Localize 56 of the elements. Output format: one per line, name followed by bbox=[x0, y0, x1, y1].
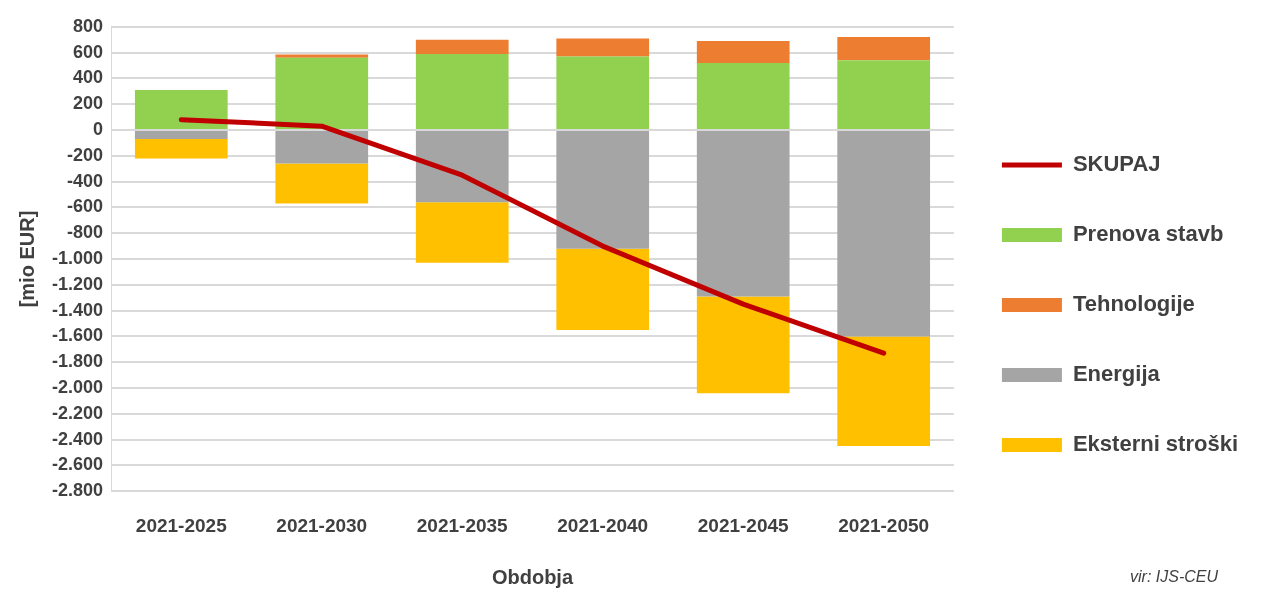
bar bbox=[415, 39, 509, 54]
bar bbox=[556, 248, 650, 330]
y-tick-label: 200 bbox=[72, 93, 104, 114]
x-tick-label: 2021-2045 bbox=[697, 514, 790, 536]
y-tick-label: -2.600 bbox=[51, 454, 104, 475]
y-tick-label: -800 bbox=[67, 222, 104, 243]
legend-label: Tehnologije bbox=[1072, 291, 1195, 317]
bar bbox=[275, 131, 369, 164]
y-tick-label: -1.000 bbox=[51, 247, 104, 268]
bar bbox=[696, 40, 790, 63]
y-tick-label: 600 bbox=[72, 41, 104, 62]
x-axis-title: Obdobja bbox=[491, 565, 574, 588]
bar bbox=[415, 53, 509, 129]
legend-label: Eksterni stroški bbox=[1072, 431, 1238, 457]
x-tick-label: 2021-2035 bbox=[416, 514, 509, 536]
bar bbox=[837, 37, 931, 61]
y-tick-label: -2.200 bbox=[51, 402, 104, 423]
x-tick-label: 2021-2025 bbox=[135, 514, 228, 536]
legend-label: Energija bbox=[1072, 361, 1161, 387]
y-tick-label: -2.800 bbox=[51, 480, 104, 501]
bar bbox=[134, 139, 228, 159]
text: vir: IJS-CEU bbox=[1130, 568, 1219, 585]
bar bbox=[134, 131, 228, 140]
y-tick-label: -1.600 bbox=[51, 325, 104, 346]
y-tick-label: -2.000 bbox=[51, 376, 104, 397]
x-tick-label: 2021-2040 bbox=[557, 514, 649, 536]
y-tick-label: -1.200 bbox=[51, 273, 104, 294]
y-tick-label: -1.800 bbox=[51, 351, 104, 372]
bar bbox=[415, 202, 509, 263]
y-tick-label: -400 bbox=[67, 170, 104, 191]
bar bbox=[134, 90, 228, 129]
bar bbox=[556, 131, 650, 249]
legend-label: Prenova stavb bbox=[1072, 221, 1224, 247]
bar bbox=[556, 56, 650, 129]
y-tick-label: -600 bbox=[67, 196, 104, 217]
bar bbox=[275, 163, 369, 204]
bar bbox=[696, 131, 790, 297]
bar bbox=[696, 296, 790, 394]
y-tick-label: -1.400 bbox=[51, 299, 104, 320]
bar bbox=[837, 131, 931, 337]
bar bbox=[837, 336, 931, 447]
y-tick-label: -200 bbox=[67, 144, 104, 165]
bar bbox=[275, 54, 369, 58]
x-tick-label: 2021-2050 bbox=[838, 514, 930, 536]
bar bbox=[275, 57, 369, 129]
bar bbox=[556, 38, 650, 57]
x-tick-label: 2021-2030 bbox=[276, 514, 368, 536]
y-axis-title: [mio EUR] bbox=[15, 210, 38, 308]
y-tick-label: 800 bbox=[72, 15, 104, 36]
bar bbox=[696, 62, 790, 129]
bar bbox=[837, 60, 931, 129]
bar bbox=[415, 131, 509, 203]
y-tick-label: 0 bbox=[93, 118, 104, 139]
y-tick-label: -2.400 bbox=[51, 428, 104, 449]
legend-label: SKUPAJ bbox=[1072, 151, 1161, 177]
y-tick-label: 400 bbox=[72, 67, 104, 88]
